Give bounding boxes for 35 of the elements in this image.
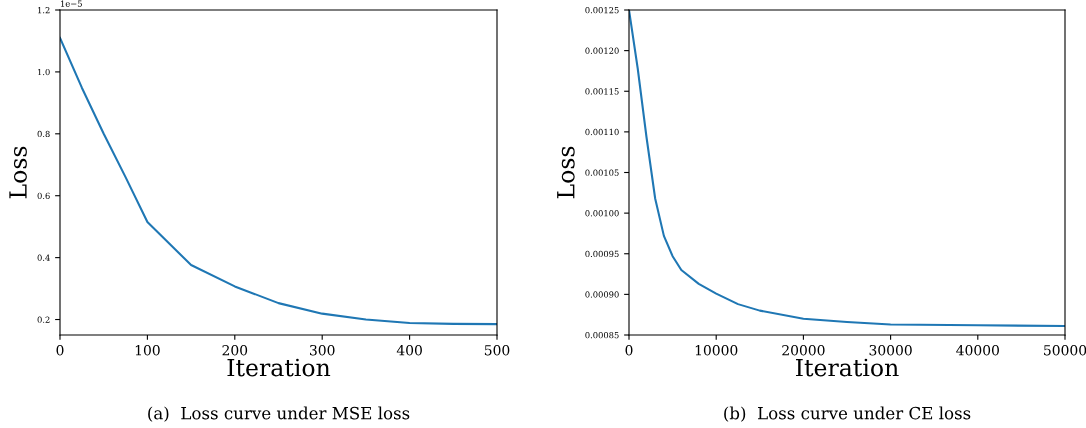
y-tick-label: 0.2: [37, 316, 50, 323]
x-tick-label: 10000: [695, 344, 738, 356]
x-tick-label: 40000: [956, 344, 999, 356]
y-axis-title: Loss: [9, 146, 27, 199]
x-tick-label: 200: [222, 344, 248, 356]
x-tick-label: 30000: [869, 344, 912, 356]
y-tick-label: 1.0: [38, 68, 50, 76]
y-tick-label: 0.4: [37, 254, 50, 261]
y-tick-label: 0.00095: [585, 250, 619, 258]
y-tick-label: 0.00125: [585, 6, 619, 14]
x-tick-label: 400: [396, 344, 422, 356]
x-tick-label: 20000: [782, 344, 825, 356]
x-tick-label: 50000: [1044, 344, 1086, 356]
x-tick-label: 300: [310, 344, 335, 356]
y-tick-label: 0.00090: [585, 291, 619, 298]
x-tick-label: 100: [135, 344, 160, 356]
y-tick-label: 0.00085: [585, 331, 619, 339]
text: (a) Loss curve under MSE loss: [148, 406, 410, 422]
y-tick-label: 0.00100: [585, 210, 619, 217]
x-tick-label: 500: [484, 344, 510, 356]
y-tick-label: 0.00120: [585, 47, 619, 54]
text: (b) Loss curve under CE loss: [724, 406, 971, 422]
y-tick-label: 0.00105: [585, 169, 619, 176]
y-tick-label: 0.6: [37, 192, 50, 199]
x-tick-label: 0: [56, 344, 64, 356]
text: 1e−5: [61, 0, 82, 7]
x-tick-label: 0: [625, 344, 633, 356]
line-series: [60, 36, 497, 326]
y-axis-title: Loss: [557, 146, 575, 199]
y-tick-label: 0.00115: [585, 88, 619, 95]
x-axis-title: Iteration: [227, 358, 331, 377]
y-tick-label: 1.2: [38, 6, 50, 14]
x-axis-title: Iteration: [795, 358, 899, 377]
y-tick-label: 0.8: [37, 130, 50, 138]
y-tick-label: 0.00110: [585, 128, 619, 136]
